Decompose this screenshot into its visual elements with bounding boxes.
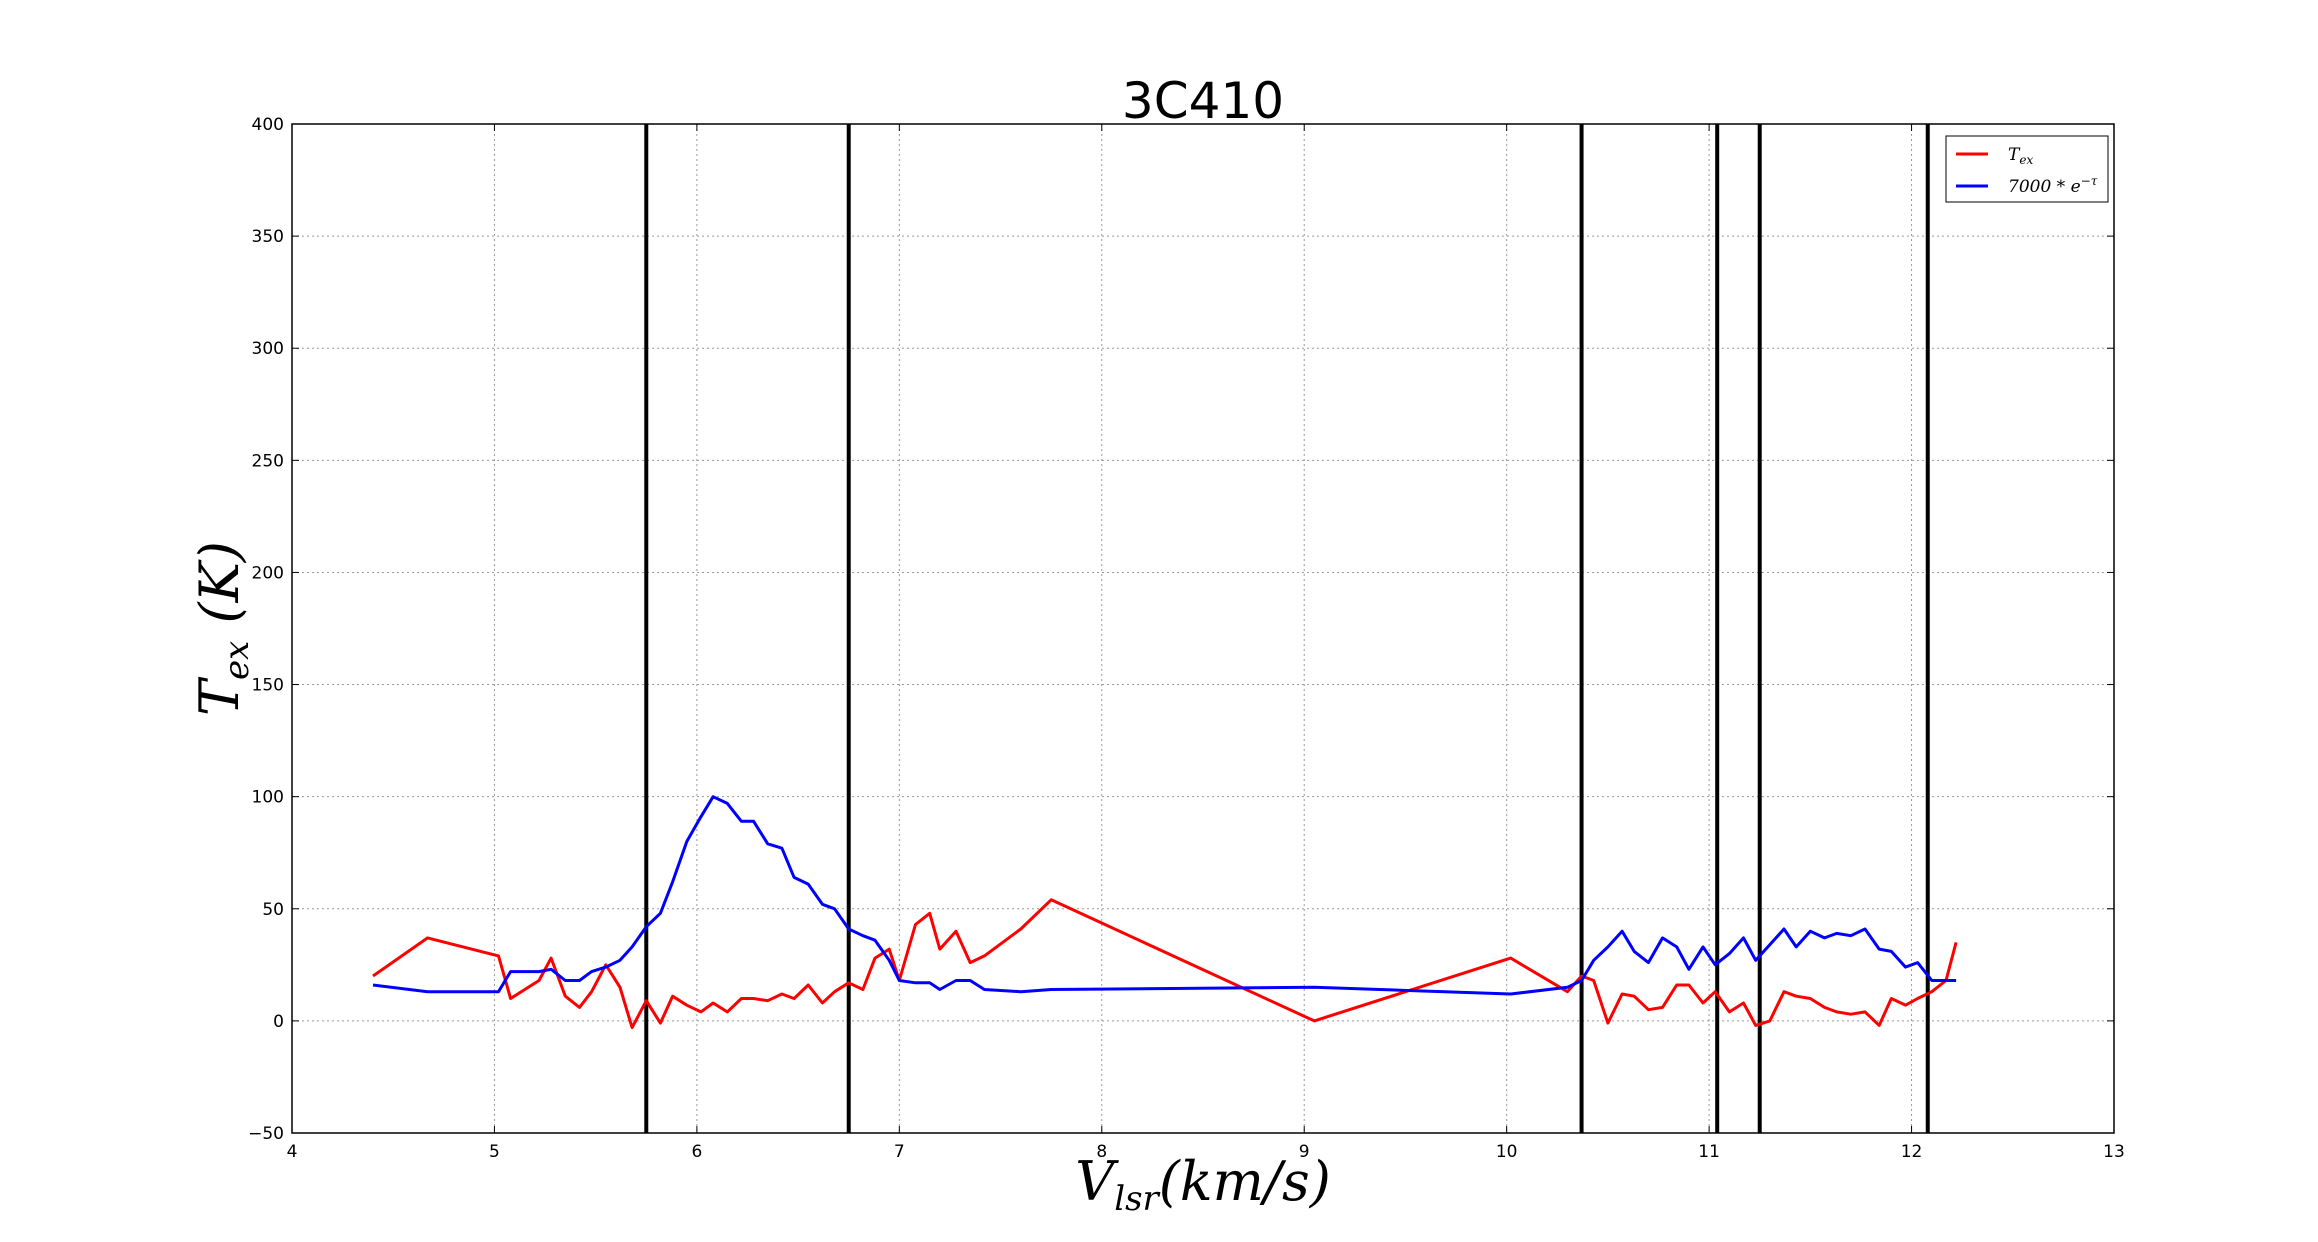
y-tick-label: 100 (252, 788, 284, 808)
x-tick-label: 5 (489, 1142, 500, 1162)
y-tick-label: 300 (252, 339, 284, 359)
x-tick-label: 7 (894, 1142, 905, 1162)
y-tick-label: 400 (252, 115, 284, 135)
y-axis-label-sub: ex (217, 641, 257, 680)
series-line-exp (372, 795, 1957, 996)
y-tick-label: 50 (262, 900, 284, 920)
x-axis-label-sub: lsr (1114, 1179, 1160, 1219)
ticks: 4 5 6 7 8 9 10 11 12 13 −50 0 50 100 150 200 250 300 350 40… (248, 115, 2125, 1162)
y-tick-label: 250 (252, 451, 284, 471)
x-tick-label: 9 (1299, 1142, 1310, 1162)
y-axis-label-main: T (188, 676, 251, 716)
y-axis-label: Tex (K) (188, 541, 257, 716)
plot-frame (291, 123, 2115, 1134)
series-lines (372, 795, 1958, 1030)
x-tick-label: 12 (1901, 1142, 1923, 1162)
y-axis-label-rest: (K) (188, 541, 251, 641)
legend-box (1945, 135, 2109, 203)
y-tick-label: 0 (273, 1012, 284, 1032)
y-tick-label: 200 (252, 563, 284, 583)
legend: Tex 7000 * e−τ (1945, 135, 2109, 203)
legend-label-exp-main: 7000 * e (2008, 177, 2081, 197)
x-tick-label: 13 (2103, 1142, 2125, 1162)
x-tick-label: 11 (1698, 1142, 1720, 1162)
x-axis-label-main: V (1075, 1150, 1119, 1213)
legend-label-exp-sup: −τ (2081, 174, 2098, 188)
series-line-tex (372, 898, 1958, 1030)
x-tick-label: 4 (287, 1142, 298, 1162)
x-axis-label: Vlsr(km/s) (1075, 1150, 1331, 1219)
legend-label-exp: 7000 * e−τ (2008, 174, 2098, 197)
x-tick-label: 10 (1496, 1142, 1518, 1162)
x-tick-label: 6 (691, 1142, 702, 1162)
x-tick-label: 8 (1096, 1142, 1107, 1162)
legend-label-tex-main: T (2008, 145, 2021, 165)
chart-title: 3C410 (1122, 72, 1284, 130)
legend-label-tex-sub: ex (2019, 153, 2033, 167)
legend-label-tex: Tex (2008, 145, 2033, 167)
vertical-markers (644, 124, 1930, 1133)
y-tick-label: 150 (252, 676, 284, 696)
y-tick-label: −50 (248, 1124, 284, 1144)
x-axis-label-rest: (km/s) (1159, 1150, 1331, 1213)
y-tick-label: 350 (252, 227, 284, 247)
